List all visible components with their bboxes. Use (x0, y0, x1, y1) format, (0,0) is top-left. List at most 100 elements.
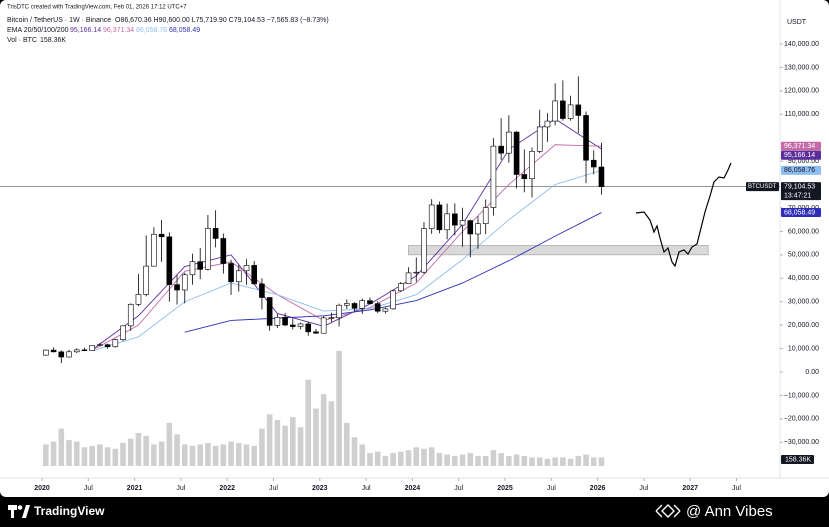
x-tick-label: 2023 (312, 485, 328, 492)
volume-bar (235, 443, 242, 466)
candle-body (459, 220, 466, 226)
candle-body (197, 261, 203, 270)
x-tick-label: Jul (454, 485, 463, 492)
volume-bar (583, 454, 589, 466)
candle-body (351, 303, 358, 309)
candle-body (181, 274, 188, 291)
support-zone (408, 245, 709, 256)
candle-body (289, 324, 296, 327)
candle-body (43, 349, 49, 356)
candle-body (89, 345, 95, 351)
symbol-label: BTCUSDT (748, 184, 777, 190)
volume-bar (390, 453, 396, 466)
candle-body (235, 270, 242, 283)
candle-body (529, 151, 535, 180)
volume-bar (205, 443, 211, 466)
volume-bar (289, 417, 296, 466)
volume-bar (313, 408, 319, 466)
candle-body (266, 297, 273, 326)
candle-body (220, 238, 227, 264)
x-tick-label: 2020 (34, 485, 50, 492)
volume-bar (513, 454, 520, 466)
y-tick-label: 20,000.00 (788, 322, 819, 329)
volume-bar (166, 422, 173, 466)
x-tick-label: Jul (269, 485, 278, 492)
symbol-box (746, 182, 779, 192)
volume-bar (328, 401, 335, 466)
y-tick-label: −30,000.00 (784, 439, 819, 446)
volume-bar (320, 394, 327, 466)
candle-body (328, 317, 335, 319)
candle-body (166, 236, 173, 285)
volume-bar (120, 443, 126, 466)
candle-body (444, 213, 450, 231)
y-tick-label: −10,000.00 (784, 392, 819, 399)
y-tick-label: 30,000.00 (788, 299, 819, 306)
candle-body (552, 100, 558, 122)
credit: TrisDTC created with TradingView.com, Fe… (7, 5, 187, 11)
volume-bar (382, 455, 389, 466)
volume-bar (506, 455, 512, 466)
candle-body (452, 213, 458, 226)
candle-body (405, 272, 412, 284)
candle-body (544, 120, 551, 128)
volume-bar (135, 432, 142, 466)
candle-body (560, 100, 566, 119)
price-label-box (781, 150, 821, 160)
candle-body (382, 308, 389, 312)
y-tick-label: 0.00 (805, 369, 819, 376)
volume-bar (359, 444, 366, 466)
candle-body (274, 317, 281, 326)
volume-bar (297, 427, 304, 466)
candle-body (251, 265, 258, 285)
candle-body (282, 317, 288, 326)
volume-bar (367, 453, 373, 466)
candle-body (212, 228, 219, 239)
volume-bar (143, 435, 149, 466)
volume-bar (575, 455, 582, 466)
volume-bar (452, 455, 458, 466)
volume-bar (66, 440, 72, 466)
volume-bar (398, 451, 404, 466)
candle-body (398, 283, 404, 292)
volume-bar (413, 447, 420, 466)
volume-bar (259, 428, 265, 466)
x-tick-label: Jul (176, 485, 185, 492)
volume-bar (529, 457, 535, 466)
ema-line (92, 169, 602, 352)
volume-bar (444, 454, 450, 466)
y-tick-label: 40,000.00 (788, 275, 819, 282)
volume-bar (112, 448, 119, 466)
candle-body (390, 290, 396, 310)
candle-body (428, 204, 435, 229)
x-tick-label: Jul (84, 485, 93, 492)
y-tick-label: −20,000.00 (784, 416, 819, 423)
x-tick-label: 2021 (127, 485, 143, 492)
candle-body (189, 261, 196, 276)
plot: 140,000.00 130,000.00 120,000.00 110,000.00… (0, 27, 821, 492)
candle-body (498, 145, 504, 154)
candle-body (513, 131, 520, 175)
volume-bar (498, 453, 504, 466)
ema-label: EMA 20/50/100/200 (7, 27, 69, 34)
y-tick-label: 120,000.00 (784, 88, 819, 95)
candle-body (575, 104, 582, 116)
volume-bar (421, 448, 427, 466)
volume-bar (436, 453, 443, 466)
x-tick-label: 2024 (405, 485, 421, 492)
candle-body (81, 349, 88, 351)
volume-bar (344, 422, 350, 466)
ema-legend-value: 95,166.14 (70, 27, 101, 34)
candle-body (583, 115, 589, 161)
volume-bar (50, 441, 57, 466)
volume-bar (544, 458, 551, 466)
candle-body (359, 300, 366, 309)
x-tick-label: Jul (362, 485, 371, 492)
candle-body (336, 304, 342, 319)
x-tick-label: 2027 (682, 485, 698, 492)
volume-bar (282, 425, 288, 466)
volume-bar (89, 445, 95, 466)
price-label-box (781, 141, 821, 151)
